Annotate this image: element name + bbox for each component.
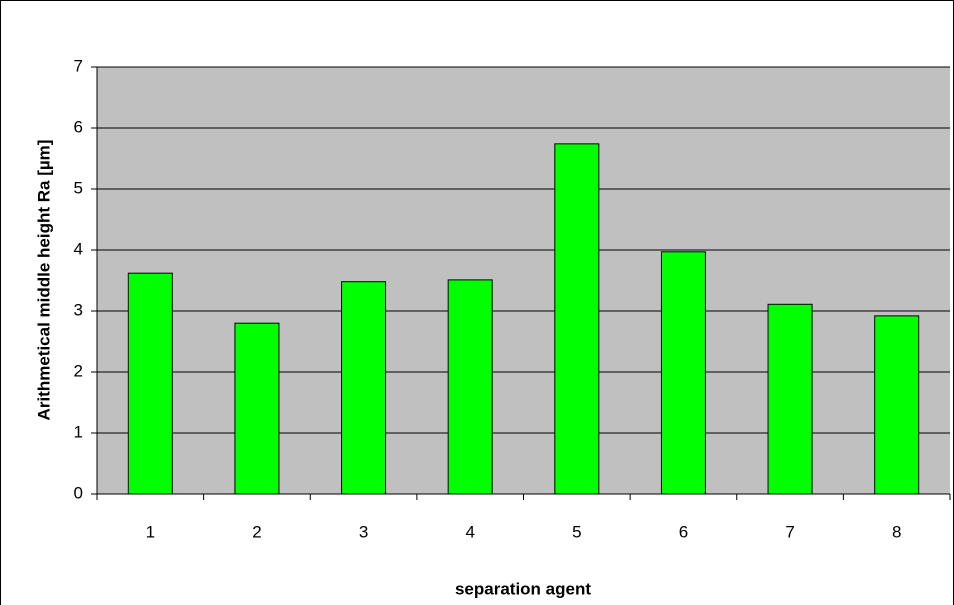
y-tick-label: 6 [74, 117, 83, 136]
bar [660, 251, 706, 495]
x-tick-label: 8 [892, 522, 901, 541]
bar [554, 143, 600, 495]
bar [447, 279, 493, 495]
y-tick-label: 2 [74, 361, 83, 380]
x-tick-label: 1 [146, 522, 155, 541]
y-tick-label: 3 [74, 300, 83, 319]
bar [874, 315, 920, 495]
x-tick-label: 2 [252, 522, 261, 541]
y-tick-label: 0 [74, 483, 83, 502]
x-tick-label: 4 [465, 522, 474, 541]
y-tick-label: 7 [74, 56, 83, 75]
plot-area [97, 67, 950, 494]
x-axis-title: separation agent [455, 579, 591, 598]
bar [341, 281, 387, 495]
x-tick-label: 6 [679, 522, 688, 541]
y-tick-label: 1 [74, 422, 83, 441]
bar [767, 303, 813, 495]
x-tick-label: 5 [572, 522, 581, 541]
bar [234, 322, 280, 495]
x-tick-label: 3 [359, 522, 368, 541]
y-tick-label: 4 [74, 239, 83, 258]
bar [127, 272, 173, 495]
y-tick-label: 5 [74, 178, 83, 197]
x-tick-label: 7 [785, 522, 794, 541]
y-axis-title: Arithmetical middle height Ra [µm] [34, 140, 53, 421]
